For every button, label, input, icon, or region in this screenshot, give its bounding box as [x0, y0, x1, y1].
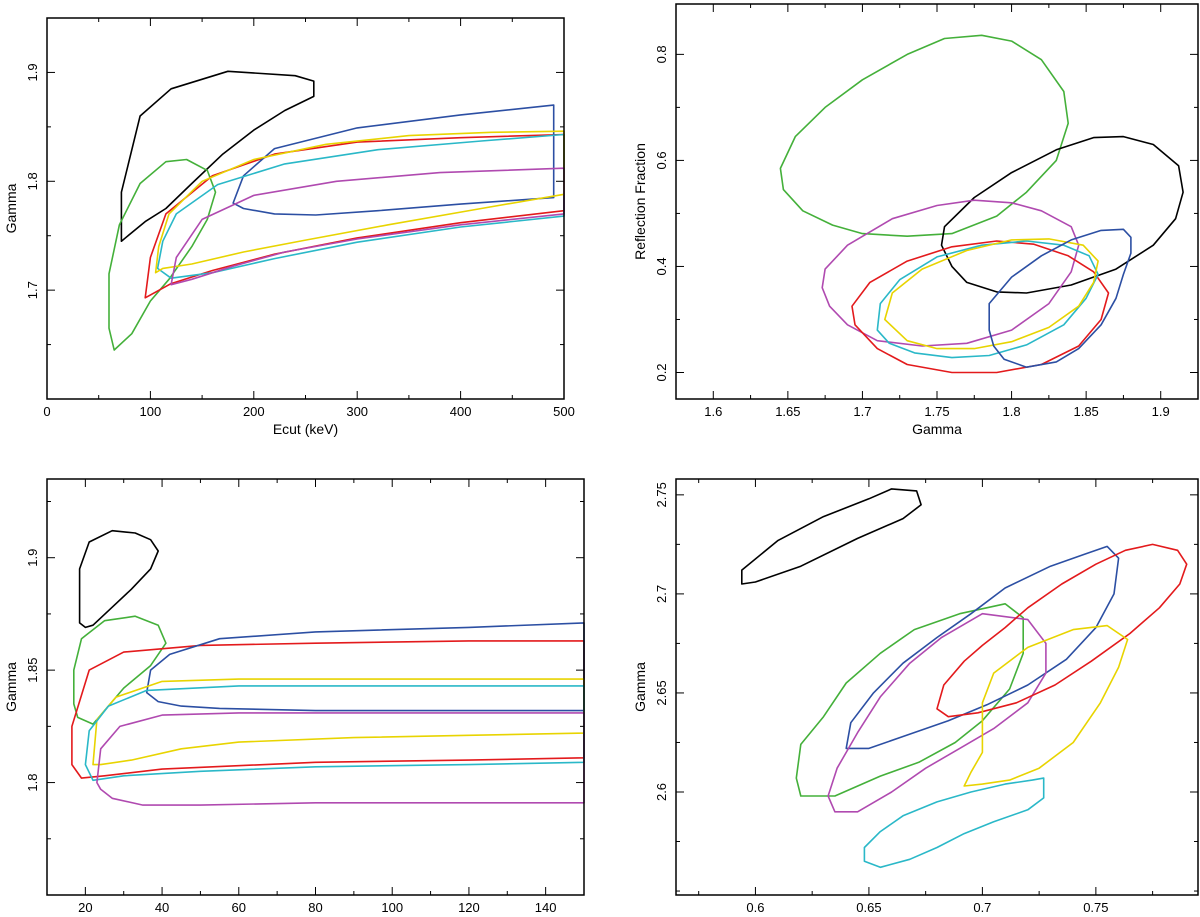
panel-b-gamma-reflection: 1.6 1.65 1.7 1.75 1.8 1.85 1.9 0.2 0.4 0.6 0.8 Gamm… [632, 3, 1199, 437]
panel-c-y-tick-label: 1.8 [25, 774, 40, 792]
panel-c-contour-yellow [92, 678, 585, 766]
panel-d-contour-green [795, 603, 1024, 797]
panel-b-x-axis-label: Gamma [912, 421, 962, 437]
panel-c-x-tick-label: 140 [535, 900, 557, 915]
panel-c-y-axis-label: Gamma [3, 662, 19, 712]
panel-a-y-tick-label: 1.8 [25, 172, 40, 190]
panel-c-contour-blue [145, 622, 585, 712]
panel-d-contour-blue [845, 545, 1120, 750]
panel-b-contour-yellow [884, 238, 1099, 350]
panel-b-y-tick-label: 0.4 [654, 257, 669, 275]
panel-b-y-axis-label: Reflection Fraction [632, 143, 648, 260]
panel-b-contour-green [779, 34, 1069, 237]
panel-d-y-tick-label: 2.75 [654, 482, 669, 507]
panel-d-contour-red [936, 543, 1188, 718]
panel-d-contour-magenta [827, 612, 1047, 813]
panel-a-x-axis-label: Ecut (keV) [273, 421, 338, 437]
panel-d-y-tick-label: 2.65 [654, 680, 669, 705]
panel-a-x-tick-label: 0 [43, 404, 50, 419]
panel-d-x-tick-label: 0.65 [856, 900, 881, 915]
panel-c-contour-cyan [84, 685, 585, 782]
panel-b-x-tick-label: 1.85 [1073, 404, 1098, 419]
panel-a-x-tick-label: 100 [140, 404, 162, 419]
panel-b-plot-frame [675, 3, 1199, 400]
panel-b-x-tick-label: 1.7 [853, 404, 871, 419]
panel-b-x-tick-label: 1.9 [1152, 404, 1170, 419]
panel-b-contour-red [851, 240, 1110, 374]
panel-b-x-tick-label: 1.65 [775, 404, 800, 419]
panel-a-contour-magenta [170, 167, 565, 286]
panel-a-contour-black [120, 70, 315, 242]
panel-c-x-tick-label: 20 [78, 900, 92, 915]
panel-d-plot-frame [675, 478, 1199, 896]
panel-a-x-tick-label: 500 [553, 404, 575, 419]
panel-d-x-tick-label: 0.7 [973, 900, 991, 915]
panel-d-contour-black [741, 488, 922, 585]
panel-c-contour-green [73, 615, 167, 725]
panel-d-contour-yellow [963, 624, 1129, 787]
panel-a-ecut-gamma: 0 100 200 300 400 500 1.7 1.8 1.9 Ecut (keV) Gamma [3, 17, 575, 437]
panel-b-y-tick-label: 0.8 [654, 45, 669, 63]
panel-d-y-tick-label: 2.6 [654, 783, 669, 801]
panel-c-x-tick-label: 100 [381, 900, 403, 915]
panel-b-contour-blue [988, 228, 1132, 368]
panel-a-y-axis-label: Gamma [3, 183, 19, 233]
panel-b-contour-magenta [821, 199, 1080, 347]
panel-a-plot-frame [46, 17, 565, 400]
panel-d-x-tick-label: 0.6 [746, 900, 764, 915]
panel-b-contour-black [940, 135, 1184, 294]
panel-a-contour-cyan [156, 133, 565, 279]
panel-a-y-tick-label: 1.9 [25, 63, 40, 81]
panel-a-x-tick-label: 300 [346, 404, 368, 419]
panel-c-plot-frame [46, 478, 585, 896]
panel-b-x-tick-label: 1.6 [704, 404, 722, 419]
panel-b-x-tick-label: 1.8 [1003, 404, 1021, 419]
panel-c-contour-red [71, 640, 585, 779]
panel-b-contour-cyan [876, 240, 1099, 359]
panel-d-x-tick-label: 0.75 [1083, 900, 1108, 915]
panel-a-x-tick-label: 200 [243, 404, 265, 419]
panel-d-contour-cyan [863, 777, 1045, 869]
panel-c-x-tick-label: 60 [232, 900, 246, 915]
panel-c-contour-black [78, 529, 159, 629]
panel-b-y-tick-label: 0.6 [654, 151, 669, 169]
panel-b-y-tick-label: 0.2 [654, 363, 669, 381]
panel-a-contour-green [108, 158, 217, 351]
panel-c-x-tick-label: 120 [458, 900, 480, 915]
panel-a-y-tick-label: 1.7 [25, 281, 40, 299]
panel-c-x-tick-label: 40 [155, 900, 169, 915]
panel-d-y-tick-label: 2.7 [654, 585, 669, 603]
panel-c-y-tick-label: 1.85 [25, 657, 40, 682]
panel-b-x-tick-label: 1.75 [924, 404, 949, 419]
panel-c-x-tick-label: 80 [308, 900, 322, 915]
panel-c-y-tick-label: 1.9 [25, 549, 40, 567]
panel-a-contour-blue [232, 104, 555, 216]
panel-d-y-axis-label: Gamma [632, 662, 648, 712]
panel-a-x-tick-label: 400 [450, 404, 472, 419]
panel-d-ktwc-gamma: 0.60.650.70.752.62.652.72.75kTwc (keV)Ga… [632, 478, 1199, 915]
